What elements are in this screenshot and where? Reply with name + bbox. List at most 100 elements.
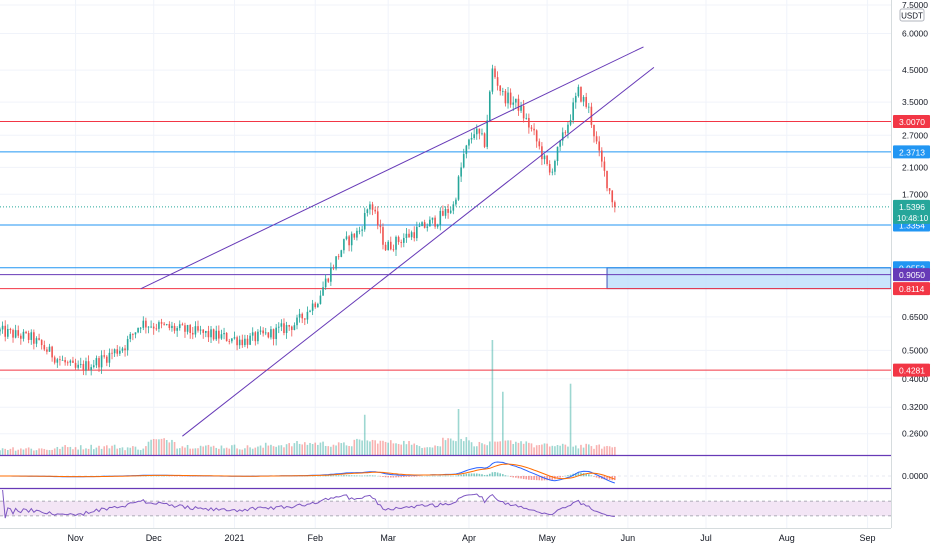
volume-bar [395, 443, 397, 455]
volume-bar [252, 449, 254, 455]
volume-bar [234, 445, 236, 455]
volume-bar [533, 447, 535, 455]
currency-badge[interactable]: USDT [900, 9, 924, 21]
y-tick-label: 4.5000 [902, 65, 928, 75]
volume-bar [41, 448, 43, 455]
macd-hist-bar [492, 472, 494, 476]
volume-bar [195, 448, 197, 455]
volume-bar [176, 449, 178, 455]
macd-hist-bar [460, 475, 462, 477]
macd-hist-bar [442, 476, 444, 477]
volume-bar [320, 443, 322, 455]
volume-bar [114, 445, 116, 455]
volume-bar [124, 450, 126, 455]
volume-bar [88, 449, 90, 455]
volume-bar [101, 449, 103, 455]
volume-bar [502, 392, 504, 455]
demand-zone[interactable] [607, 268, 891, 289]
macd-hist-bar [520, 476, 522, 479]
volume-bar [33, 451, 35, 455]
volume-bar [189, 449, 191, 455]
volume-bar [109, 448, 111, 455]
volume-bar [23, 450, 25, 455]
volume-bar [221, 446, 223, 455]
volume-bar [494, 442, 496, 455]
volume-bar [140, 450, 142, 455]
volume-bar [499, 441, 501, 455]
volume-bar [25, 448, 27, 455]
volume-bar [98, 446, 100, 455]
volume-bar [398, 444, 400, 455]
macd-hist-bar [596, 476, 598, 478]
volume-bar [424, 448, 426, 455]
volume-bar [283, 447, 285, 455]
volume-bar [213, 446, 215, 455]
volume-bar [538, 445, 540, 455]
volume-bar [382, 441, 384, 455]
volume-bar [77, 450, 79, 455]
macd-hist-bar [356, 475, 358, 476]
volume-bar [304, 442, 306, 455]
candle [606, 171, 608, 191]
volume-bar [288, 443, 290, 455]
x-tick-label-2021: 2021 [224, 533, 244, 543]
volume-bar [432, 448, 434, 455]
volume-bar [15, 451, 17, 455]
volume-bar [416, 445, 418, 455]
macd-hist-bar [335, 475, 337, 476]
volume-bar [510, 440, 512, 455]
volume-bar [458, 409, 460, 455]
y-tick-label: 1.7000 [902, 189, 928, 199]
volume-bar [614, 447, 616, 455]
volume-bar [182, 446, 184, 455]
volume-bar [528, 443, 530, 455]
volume-bar [64, 445, 66, 455]
volume-bar [122, 447, 124, 455]
volume-bar [604, 447, 606, 455]
candle [340, 250, 342, 257]
zone-rect[interactable] [607, 268, 891, 289]
macd-hist-bar [536, 476, 538, 480]
volume-bar [486, 445, 488, 455]
volume-bar [406, 444, 408, 455]
macd-hist-bar [510, 476, 512, 477]
volume-bar [536, 445, 538, 455]
macd-hist-bar [338, 475, 340, 476]
volume-bar [129, 448, 131, 455]
x-tick-label-aug: Aug [779, 533, 795, 543]
volume-bar [179, 448, 181, 455]
volume-bar [268, 446, 270, 455]
macd-hist-bar [458, 475, 460, 476]
volume-bar [135, 447, 137, 455]
volume-bar [255, 448, 257, 455]
macd-hist-bar [463, 474, 465, 476]
currency-label: USDT [901, 12, 923, 21]
volume-bar [312, 444, 314, 455]
volume-bar [333, 445, 335, 455]
volume-bar [338, 442, 340, 455]
volume-bar [249, 447, 251, 455]
volume-bar [171, 440, 173, 455]
macd-hist-bar [385, 476, 387, 477]
volume-bar [598, 445, 600, 455]
y-tick-label: 3.5000 [902, 97, 928, 107]
volume-bar [429, 447, 431, 455]
candle [335, 256, 337, 270]
y-tick-label: 0.5000 [902, 345, 928, 355]
volume-bar [348, 446, 350, 455]
volume-bar [184, 448, 186, 455]
volume-bar [307, 445, 309, 455]
volume-bar [62, 447, 64, 455]
volume-bar [205, 446, 207, 455]
volume-bar [447, 438, 449, 455]
volume-bar [75, 447, 77, 455]
volume-bar [90, 445, 92, 455]
macd-hist-bar [523, 476, 525, 479]
y-tick-label: 0.6500 [902, 312, 928, 322]
volume-bar [132, 446, 134, 455]
volume-bar [294, 443, 296, 455]
volume-bar [596, 445, 598, 455]
macd-hist-bar [476, 474, 478, 477]
